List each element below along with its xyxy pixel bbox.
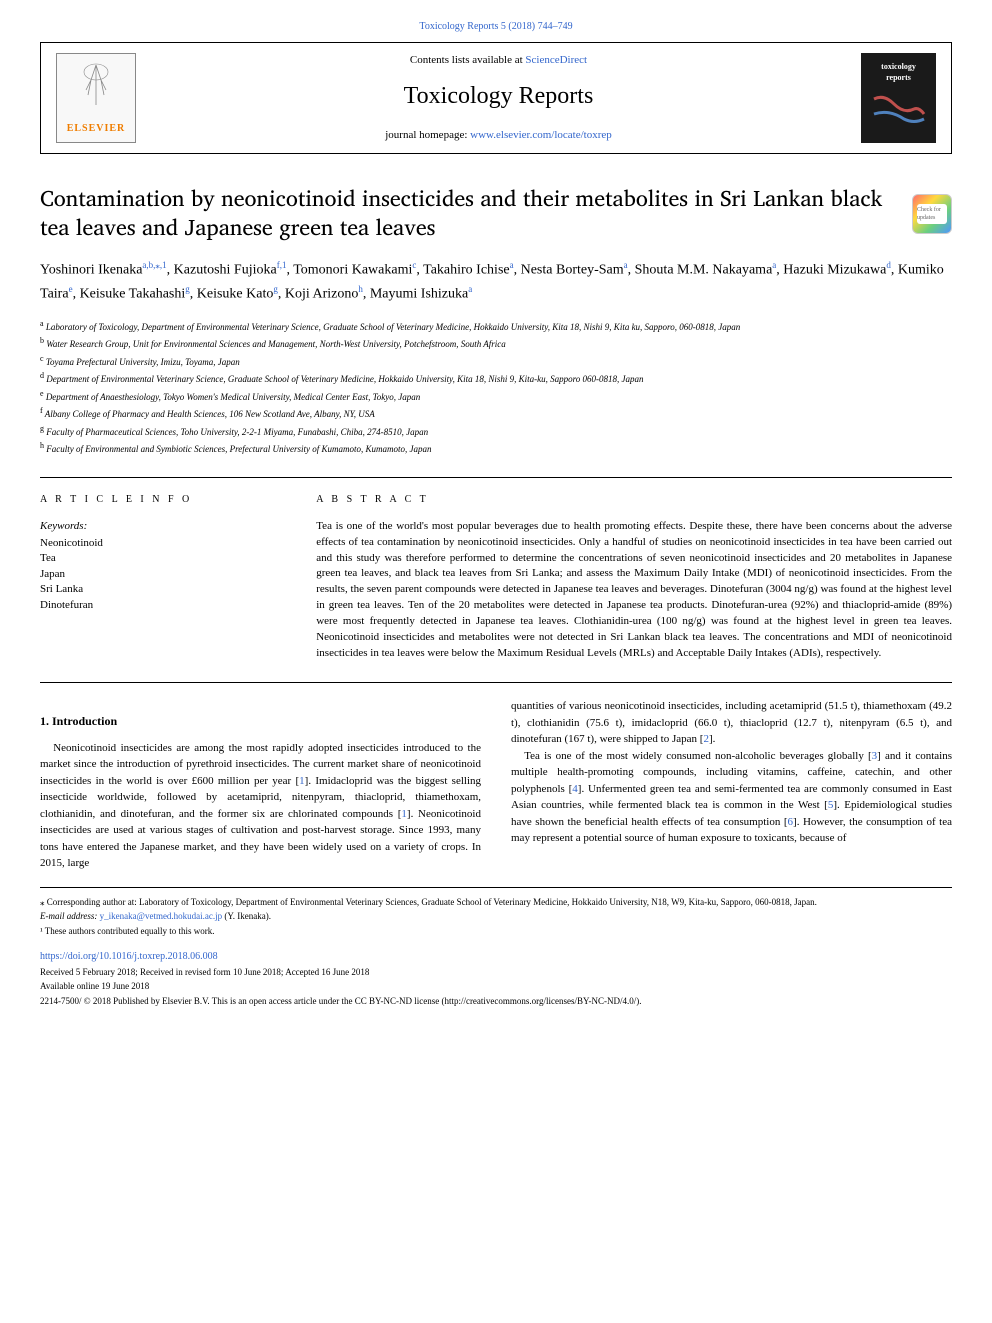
ref-link[interactable]: 4 — [572, 783, 578, 795]
affiliation-line: b Water Research Group, Unit for Environ… — [40, 335, 952, 352]
ref-link[interactable]: 5 — [828, 799, 834, 811]
article-info-heading: A R T I C L E I N F O — [40, 493, 286, 507]
author-affil-sup: e — [69, 284, 73, 294]
rule-after-abstract — [40, 682, 952, 683]
info-abstract-row: A R T I C L E I N F O Keywords: Neonicot… — [40, 493, 952, 662]
elsevier-label: ELSEVIER — [67, 122, 126, 136]
doi-line: https://doi.org/10.1016/j.toxrep.2018.06… — [40, 950, 952, 964]
elsevier-logo: ELSEVIER — [56, 53, 136, 143]
sciencedirect-link[interactable]: ScienceDirect — [525, 54, 587, 66]
journal-center: Contents lists available at ScienceDirec… — [136, 53, 861, 143]
author-affil-sup: a — [468, 284, 472, 294]
keyword-item: Dinotefuran — [40, 598, 286, 613]
dates-line: Received 5 February 2018; Received in re… — [40, 966, 952, 979]
author-affil-sup: a,b,⁎,1 — [142, 260, 166, 270]
equal-contrib-note: ¹ These authors contributed equally to t… — [40, 925, 952, 938]
crossmark-label: Check for updates — [917, 204, 947, 224]
author-name: Mayumi Ishizuka — [370, 286, 468, 301]
author-name: Keisuke Takahashi — [80, 286, 186, 301]
footnotes-block: ⁎ Corresponding author at: Laboratory of… — [40, 887, 952, 938]
contents-lists-line: Contents lists available at ScienceDirec… — [156, 53, 841, 68]
affiliation-line: c Toyama Prefectural University, Imizu, … — [40, 353, 952, 370]
abstract-col: A B S T R A C T Tea is one of the world'… — [316, 493, 952, 662]
author-name: Tomonori Kawakami — [293, 262, 412, 277]
corresponding-author-note: ⁎ Corresponding author at: Laboratory of… — [40, 896, 952, 909]
affiliation-line: h Faculty of Environmental and Symbiotic… — [40, 440, 952, 457]
crossmark-badge[interactable]: Check for updates — [912, 194, 952, 234]
intro-para-2: quantities of various neonicotinoid inse… — [511, 698, 952, 748]
affiliations-block: a Laboratory of Toxicology, Department o… — [40, 318, 952, 457]
cover-text-2: reports — [886, 72, 911, 83]
ref-link[interactable]: 1 — [299, 775, 305, 787]
body-col-left: 1. Introduction Neonicotinoid insecticid… — [40, 698, 481, 872]
author-name: Yoshinori Ikenaka — [40, 262, 142, 277]
cover-text-1: toxicology — [881, 61, 916, 72]
author-affil-sup: a — [510, 260, 514, 270]
authors-block: Yoshinori Ikenakaa,b,⁎,1, Kazutoshi Fuji… — [40, 258, 952, 306]
affiliation-line: g Faculty of Pharmaceutical Sciences, To… — [40, 423, 952, 440]
ref-link[interactable]: 1 — [401, 808, 407, 820]
journal-title: Toxicology Reports — [156, 80, 841, 114]
ref-link[interactable]: 3 — [872, 750, 878, 762]
author-affil-sup: g — [273, 284, 278, 294]
author-affil-sup: d — [886, 260, 891, 270]
body-columns: 1. Introduction Neonicotinoid insecticid… — [40, 698, 952, 872]
author-name: Hazuki Mizukawa — [783, 262, 886, 277]
intro-heading: 1. Introduction — [40, 713, 481, 730]
rule-before-abstract — [40, 477, 952, 478]
author-name: Koji Arizono — [285, 286, 359, 301]
keywords-label: Keywords: — [40, 519, 286, 534]
article-info-col: A R T I C L E I N F O Keywords: Neonicot… — [40, 493, 286, 662]
ref-link[interactable]: 2 — [703, 733, 709, 745]
article-title: Contamination by neonicotinoid insectici… — [40, 184, 952, 241]
available-line: Available online 19 June 2018 — [40, 980, 952, 993]
affiliation-line: f Albany College of Pharmacy and Health … — [40, 405, 952, 422]
keyword-item: Japan — [40, 567, 286, 582]
author-name: Nesta Bortey-Sam — [521, 262, 624, 277]
author-affil-sup: g — [185, 284, 190, 294]
running-header: Toxicology Reports 5 (2018) 744–749 — [40, 20, 952, 34]
intro-para-3: Tea is one of the most widely consumed n… — [511, 748, 952, 847]
author-affil-sup: c — [412, 260, 416, 270]
keywords-list: NeonicotinoidTeaJapanSri LankaDinotefura… — [40, 536, 286, 613]
body-col-right: quantities of various neonicotinoid inse… — [511, 698, 952, 872]
author-affil-sup: f,1 — [277, 260, 287, 270]
email-link[interactable]: y_ikenaka@vetmed.hokudai.ac.jp — [100, 911, 223, 921]
abstract-heading: A B S T R A C T — [316, 493, 952, 507]
doi-link[interactable]: https://doi.org/10.1016/j.toxrep.2018.06… — [40, 951, 218, 962]
elsevier-tree-icon — [76, 60, 116, 122]
affiliation-line: a Laboratory of Toxicology, Department o… — [40, 318, 952, 335]
abstract-text: Tea is one of the world's most popular b… — [316, 519, 952, 662]
journal-homepage-line: journal homepage: www.elsevier.com/locat… — [156, 128, 841, 143]
journal-masthead: ELSEVIER Contents lists available at Sci… — [40, 42, 952, 154]
ref-link[interactable]: 6 — [788, 816, 794, 828]
keyword-item: Sri Lanka — [40, 582, 286, 597]
author-name: Kazutoshi Fujioka — [174, 262, 277, 277]
copyright-line: 2214-7500/ © 2018 Published by Elsevier … — [40, 995, 952, 1008]
author-name: Keisuke Kato — [197, 286, 274, 301]
keyword-item: Tea — [40, 551, 286, 566]
journal-homepage-link[interactable]: www.elsevier.com/locate/toxrep — [470, 129, 612, 141]
affiliation-line: e Department of Anaesthesiology, Tokyo W… — [40, 388, 952, 405]
author-affil-sup: h — [358, 284, 363, 294]
author-affil-sup: a — [624, 260, 628, 270]
author-name: Takahiro Ichise — [423, 262, 509, 277]
email-line: E-mail address: y_ikenaka@vetmed.hokudai… — [40, 910, 952, 923]
author-name: Shouta M.M. Nakayama — [635, 262, 773, 277]
journal-cover: toxicology reports — [861, 53, 936, 143]
keyword-item: Neonicotinoid — [40, 536, 286, 551]
intro-para-1: Neonicotinoid insecticides are among the… — [40, 740, 481, 872]
running-header-link[interactable]: Toxicology Reports 5 (2018) 744–749 — [419, 21, 572, 32]
affiliation-line: d Department of Environmental Veterinary… — [40, 370, 952, 387]
author-affil-sup: a — [772, 260, 776, 270]
